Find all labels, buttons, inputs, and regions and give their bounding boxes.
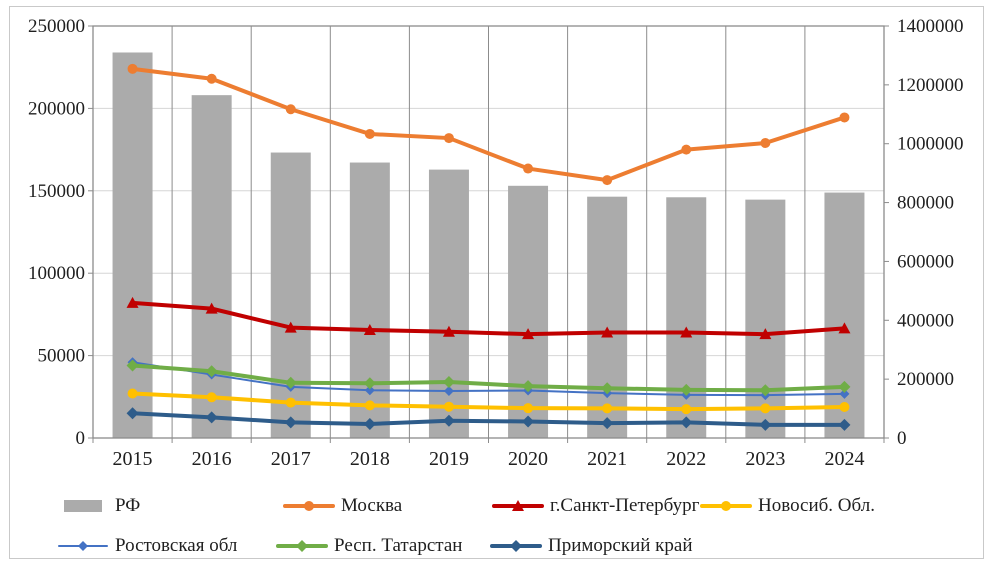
legend-label: РФ [115,495,141,516]
bar [508,185,549,438]
legend-label: Респ. Татарстан [334,535,463,556]
svg-text:0: 0 [897,428,907,449]
legend-line-swatch [490,537,542,555]
line-series-4 [126,359,851,397]
svg-text:1400000: 1400000 [897,16,964,37]
legend-line-swatch [57,537,109,555]
x-axis-labels: 2015 2016 2017 2018 2019 2020 2021 2022 2023 2024 [113,448,865,470]
legend-line-swatch [700,497,752,515]
svg-text:400000: 400000 [897,310,954,331]
legend-item-0-2: г.Санкт-Петербург [492,496,699,515]
bar [349,162,390,438]
svg-text:50000: 50000 [38,346,86,367]
legend-label: Ростовская обл [115,535,238,556]
svg-text:800000: 800000 [897,193,954,214]
bar [270,152,311,439]
svg-text:2022: 2022 [666,448,706,470]
legend-item-0-0: РФ [57,496,140,515]
svg-text:1200000: 1200000 [897,75,964,96]
legend-item-1-2: Приморский край [490,536,693,555]
legend-line-swatch [492,497,544,515]
legend-line-swatch [276,537,328,555]
svg-text:2023: 2023 [745,448,785,470]
line-series-1 [126,296,851,340]
svg-text:2015: 2015 [113,448,153,470]
bar-series-rf [112,52,865,439]
svg-text:2019: 2019 [429,448,469,470]
svg-text:2024: 2024 [824,448,864,470]
chart-border [9,6,984,559]
svg-text:150000: 150000 [28,181,85,202]
legend-line-swatch [283,497,335,515]
legend-item-1-1: Респ. Татарстан [276,536,462,555]
bar [191,95,232,439]
bar [428,169,469,438]
svg-text:0: 0 [76,428,86,449]
svg-text:2021: 2021 [587,448,627,470]
legend-label: Новосиб. Обл. [758,495,875,516]
svg-text:2017: 2017 [271,448,311,470]
svg-text:200000: 200000 [28,98,85,119]
svg-text:200000: 200000 [897,369,954,390]
bar [666,197,707,438]
bar [112,52,153,438]
legend-label: Приморский край [548,535,693,556]
svg-text:2016: 2016 [192,448,232,470]
line-series-0 [127,63,850,186]
line-series-2 [127,388,850,415]
bar [745,199,786,438]
right-axis-labels: 0 200000 400000 600000 800000 1000000 1200000 1… [897,16,964,449]
svg-text:1000000: 1000000 [897,134,964,155]
axis-ticks [88,25,889,439]
legend-item-0-1: Москва [283,496,402,515]
svg-text:2018: 2018 [350,448,390,470]
svg-text:250000: 250000 [28,16,85,37]
svg-text:100000: 100000 [28,263,85,284]
plot-border [92,25,885,439]
legend-item-0-3: Новосиб. Обл. [700,496,875,515]
legend-item-1-0: Ростовская обл [57,536,237,555]
svg-text:600000: 600000 [897,251,954,272]
legend-bar-swatch [57,497,109,515]
line-series-5 [126,407,851,431]
svg-text:2020: 2020 [508,448,548,470]
legend-label: Москва [341,495,403,516]
legend-label: г.Санкт-Петербург [550,495,700,516]
bar [824,192,865,438]
bar [587,196,628,438]
left-axis-labels: 0 50000 100000 150000 200000 250000 [28,16,85,449]
